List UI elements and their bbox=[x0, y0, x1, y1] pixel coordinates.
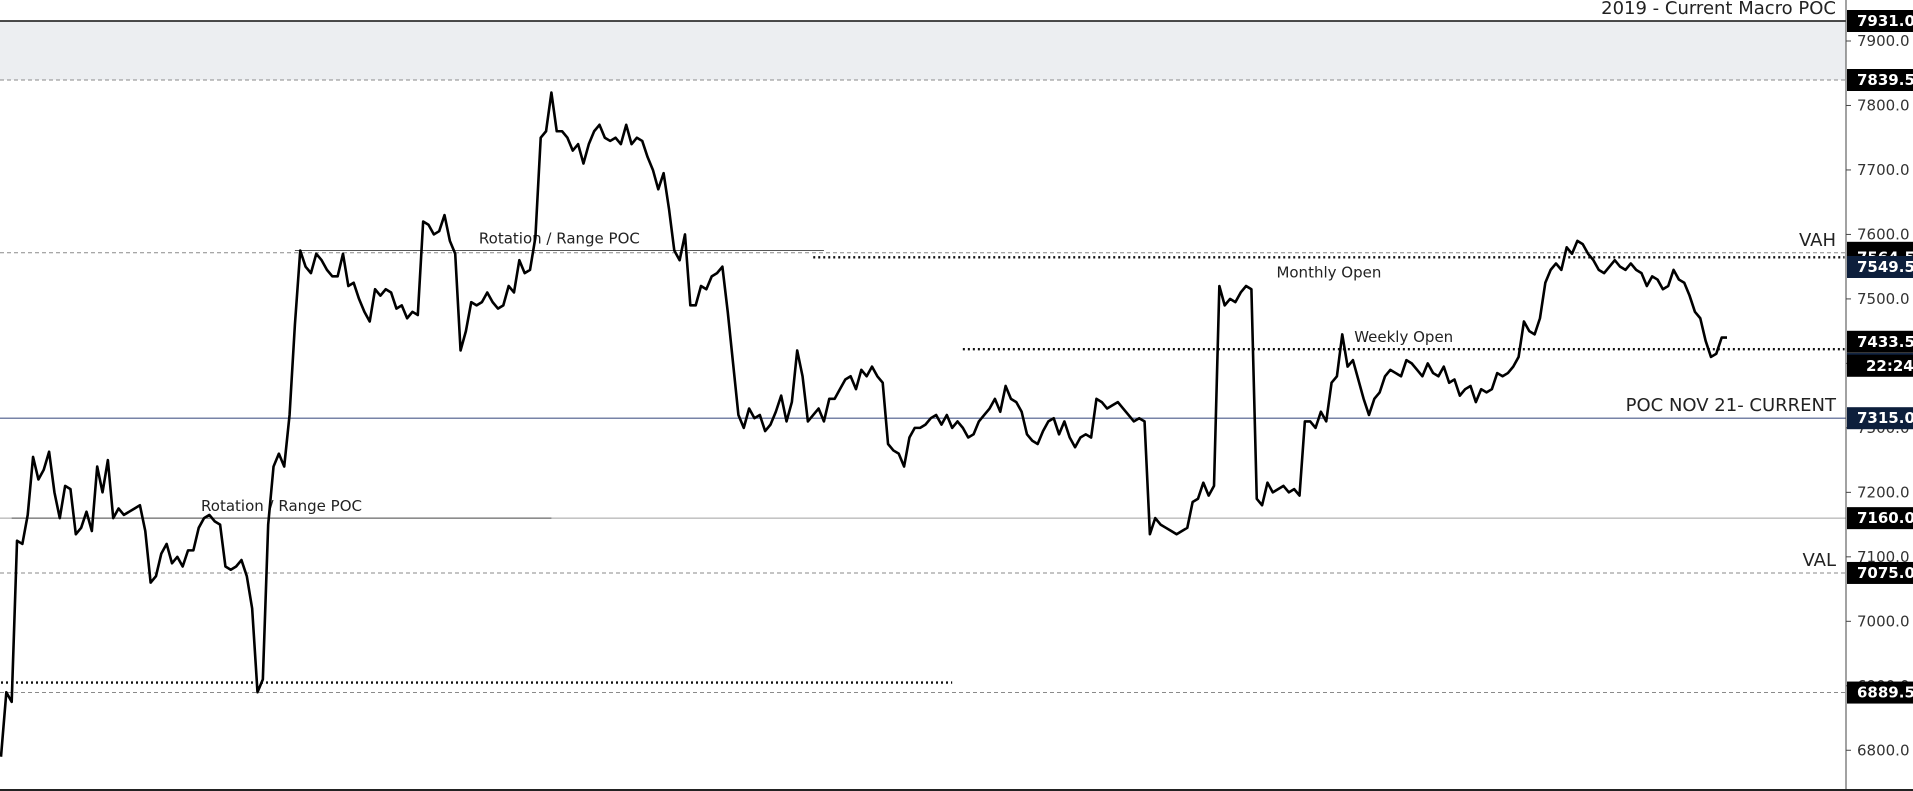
y-tick-label-2: 7000.0 bbox=[1857, 612, 1910, 630]
countdown-badge bbox=[1847, 354, 1913, 377]
price-badges: 7931.07839.57571.57564.57549.57433.57399… bbox=[1847, 10, 1913, 704]
price-badge-label-10: 6889.5 bbox=[1857, 684, 1913, 702]
price-badge-5 bbox=[1847, 330, 1913, 353]
segment-label-1: Rotation / Range POC bbox=[201, 497, 362, 515]
level-label-2: VAH bbox=[1799, 230, 1836, 251]
segment-label-3: Weekly Open bbox=[1354, 328, 1453, 346]
price-badge-10 bbox=[1847, 681, 1913, 704]
y-tick-label-7: 7500.0 bbox=[1857, 290, 1910, 308]
y-tick-label-4: 7200.0 bbox=[1857, 483, 1910, 501]
price-badge-label-4: 7549.5 bbox=[1857, 258, 1913, 276]
price-badge-label-7: 7315.0 bbox=[1857, 409, 1913, 427]
price-line bbox=[0, 91, 1727, 757]
price-badge-7 bbox=[1847, 407, 1913, 430]
price-badge-1 bbox=[1847, 68, 1913, 91]
price-badge-label-1: 7839.5 bbox=[1857, 71, 1913, 89]
segment-label-0: Rotation / Range POC bbox=[479, 230, 640, 248]
countdown-label: 22:24 bbox=[1866, 357, 1913, 375]
price-badge-label-8: 7160.0 bbox=[1857, 509, 1913, 527]
y-tick-label-0: 6800.0 bbox=[1857, 741, 1910, 759]
level-label-7: POC NOV 21- CURRENT bbox=[1626, 395, 1837, 416]
price-badge-0 bbox=[1847, 10, 1913, 32]
segment-label-2: Monthly Open bbox=[1276, 263, 1381, 281]
level-label-0: 2019 - Current Macro POC bbox=[1601, 0, 1836, 19]
value-area-band bbox=[0, 21, 1846, 80]
price-badge-label-9: 7075.0 bbox=[1857, 564, 1913, 582]
price-badge-label-5: 7433.5 bbox=[1857, 333, 1913, 351]
price-badge-8 bbox=[1847, 507, 1913, 530]
y-tick-label-8: 7600.0 bbox=[1857, 225, 1910, 243]
price-badge-4 bbox=[1847, 255, 1913, 278]
level-labels: 2019 - Current Macro POC VAH POC NOV 21- C… bbox=[1601, 0, 1837, 571]
y-tick-label-9: 7700.0 bbox=[1857, 161, 1910, 179]
y-tick-label-3: 7100.0 bbox=[1857, 548, 1910, 566]
price-series bbox=[0, 91, 1727, 757]
level-label-9: VAL bbox=[1802, 550, 1836, 571]
range-band-rect bbox=[0, 21, 1846, 80]
price-badge-label-0: 7931.0 bbox=[1857, 12, 1913, 30]
price-badge-9 bbox=[1847, 561, 1913, 584]
annotation-segments: Rotation / Range POC Rotation / Range POC… bbox=[1, 230, 1845, 684]
y-tick-label-10: 7800.0 bbox=[1857, 96, 1910, 114]
y-tick-label-11: 7900.0 bbox=[1857, 32, 1910, 50]
